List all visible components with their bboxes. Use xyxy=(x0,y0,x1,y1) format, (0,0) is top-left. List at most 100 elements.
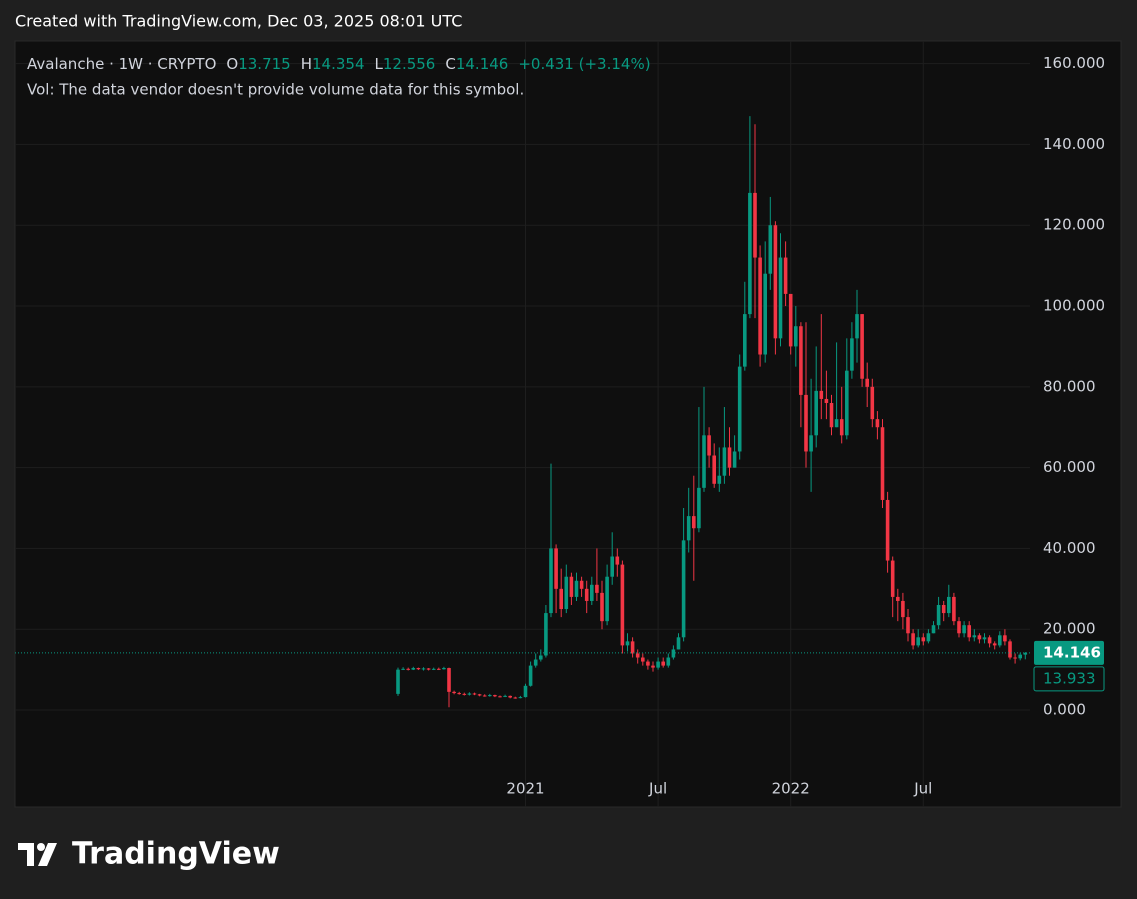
candle-body xyxy=(957,621,961,634)
candle-body xyxy=(452,691,456,694)
logo-text: TradingView xyxy=(72,837,280,872)
open-value: 13.715 xyxy=(238,55,291,73)
candle-body xyxy=(600,592,604,622)
candle-body xyxy=(676,637,681,650)
candle-body xyxy=(635,653,640,658)
candle-body xyxy=(493,695,497,697)
candle-body xyxy=(788,293,793,347)
open-label: O xyxy=(226,55,238,73)
candle-body xyxy=(620,564,625,646)
y-tick-label: 40.000 xyxy=(1043,539,1096,557)
candle-body xyxy=(936,604,941,626)
candle-body xyxy=(488,695,492,697)
candle-body xyxy=(916,637,920,646)
candle-body xyxy=(431,668,436,670)
candle-body xyxy=(758,257,762,355)
candle-body xyxy=(1003,635,1007,642)
candle-body xyxy=(641,657,645,662)
candle-body xyxy=(824,398,829,403)
candle-body xyxy=(992,643,997,646)
high-value: 14.354 xyxy=(312,55,365,73)
candle-body xyxy=(880,427,885,500)
logo: TradingView xyxy=(18,837,280,872)
candle-body xyxy=(931,625,936,634)
candle-body xyxy=(462,693,467,695)
legend: Avalanche · 1W · CRYPTO O13.715 H14.354 L12… xyxy=(27,55,651,73)
candle-body xyxy=(809,435,813,452)
candle-body xyxy=(508,695,512,698)
candle-body xyxy=(829,402,834,428)
candle-body xyxy=(982,637,987,640)
candle-body xyxy=(569,576,574,597)
candle-body xyxy=(406,668,410,670)
candle-body xyxy=(778,257,783,339)
candle-body xyxy=(890,560,895,597)
candle-body xyxy=(901,600,905,618)
candle-body xyxy=(554,548,558,589)
candle-body xyxy=(921,637,926,642)
candle-body xyxy=(911,633,915,646)
candle-body xyxy=(773,225,778,339)
candle-body xyxy=(967,625,971,638)
candle-body xyxy=(401,668,405,670)
candle-body xyxy=(952,596,956,622)
logo-mark xyxy=(18,843,34,866)
candle-body xyxy=(584,588,589,601)
candle-body xyxy=(722,447,727,476)
candle-body xyxy=(1008,641,1012,658)
candle-body xyxy=(692,516,696,529)
candle-body xyxy=(671,649,676,658)
candle-body xyxy=(467,693,472,695)
close-value: 14.146 xyxy=(456,55,509,73)
y-tick-label: 100.000 xyxy=(1043,297,1105,315)
candle-body xyxy=(896,596,900,601)
low-value: 12.556 xyxy=(383,55,436,73)
candle-body xyxy=(625,641,630,646)
candle-body xyxy=(839,419,844,436)
logo-dot xyxy=(37,843,45,851)
candle-body xyxy=(850,338,854,371)
y-tick-label: 80.000 xyxy=(1043,377,1096,395)
candle-body xyxy=(518,697,523,699)
candle-body xyxy=(875,419,880,428)
y-tick-label: 60.000 xyxy=(1043,458,1096,476)
logo-mark xyxy=(38,843,57,866)
candle-body xyxy=(860,314,864,379)
candle-body xyxy=(477,694,482,696)
candle-body xyxy=(416,668,421,670)
candle-body xyxy=(605,576,609,622)
y-tick-label: 160.000 xyxy=(1043,54,1105,72)
candle-body xyxy=(834,419,839,428)
candle-body xyxy=(595,584,599,593)
candles xyxy=(396,116,1028,708)
candle-body xyxy=(426,668,431,670)
last-price-box xyxy=(1034,640,1104,665)
candle-body xyxy=(783,257,788,294)
x-tick-label: Jul xyxy=(648,780,667,798)
candle-body xyxy=(768,225,773,274)
change-text: +0.431 (+3.14%) xyxy=(518,55,650,73)
candle-body xyxy=(819,390,824,399)
candle-body xyxy=(972,635,977,638)
candle-body xyxy=(539,655,543,660)
second-price-label: 13.933 xyxy=(1043,669,1096,687)
candle-body xyxy=(732,451,737,468)
candle-body xyxy=(646,661,650,666)
candle-body xyxy=(702,435,706,488)
candle-body xyxy=(743,314,747,367)
candle-body xyxy=(763,273,767,355)
candle-body xyxy=(437,668,441,670)
candle-body xyxy=(926,633,931,642)
candle-body xyxy=(799,326,803,395)
candle-body xyxy=(442,668,446,670)
candle-body xyxy=(559,588,563,610)
candle-body xyxy=(513,697,518,699)
candle-body xyxy=(737,366,742,452)
y-tick-label: 120.000 xyxy=(1043,216,1105,234)
chart-panel xyxy=(14,40,1122,808)
candle-body xyxy=(1023,652,1028,655)
candle-body xyxy=(885,499,890,561)
candle-body xyxy=(549,548,553,614)
candle-body xyxy=(666,657,671,666)
